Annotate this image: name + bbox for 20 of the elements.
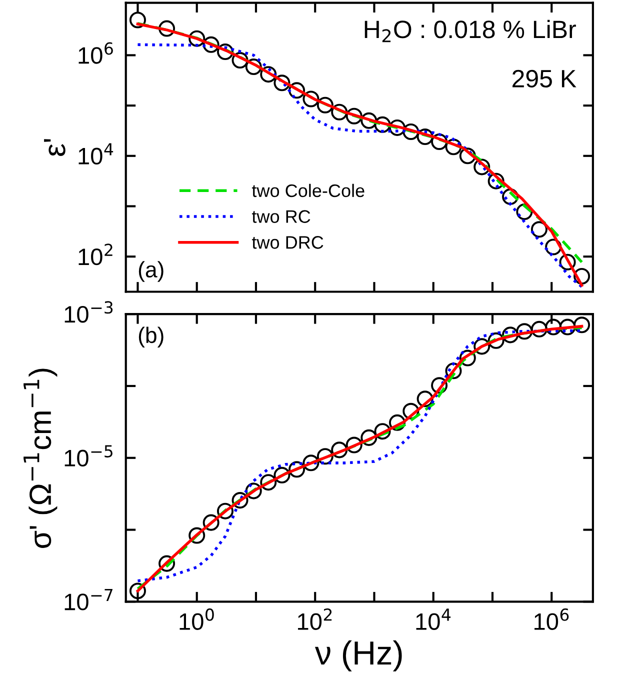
annotation: H$_{2}$O : 0.018 % LiBr bbox=[364, 20, 576, 42]
annotation: (b) bbox=[138, 326, 164, 348]
y-axis-title: σ' (Ω$^{−1}$cm$^{−1}$) bbox=[24, 368, 58, 548]
x-tick-label: 10$^{0}$ bbox=[180, 608, 214, 630]
y-tick-label: 10$^{2}$ bbox=[78, 244, 112, 266]
y-tick-label: 10$^{4}$ bbox=[78, 143, 114, 165]
x-tick-label: 10$^{2}$ bbox=[298, 608, 332, 630]
y-tick-label: 10$^{−3}$ bbox=[64, 301, 113, 323]
x-axis-title: ν (Hz) bbox=[314, 640, 402, 672]
y-tick-label: 10$^{6}$ bbox=[78, 42, 113, 64]
y-tick-label: 10$^{−7}$ bbox=[64, 588, 112, 610]
legend-label: two Cole-Cole bbox=[252, 184, 364, 198]
legend-label: two DRC bbox=[252, 236, 324, 249]
y-tick-label: 10$^{−5}$ bbox=[64, 445, 112, 467]
y-axis-title: ε' bbox=[44, 139, 66, 156]
x-tick-label: 10$^{4}$ bbox=[416, 608, 451, 630]
legend-label: two RC bbox=[252, 210, 310, 223]
annotation: (a) bbox=[138, 261, 164, 282]
annotation: 295 K bbox=[512, 70, 576, 88]
x-tick-label: 10$^{6}$ bbox=[534, 608, 569, 630]
